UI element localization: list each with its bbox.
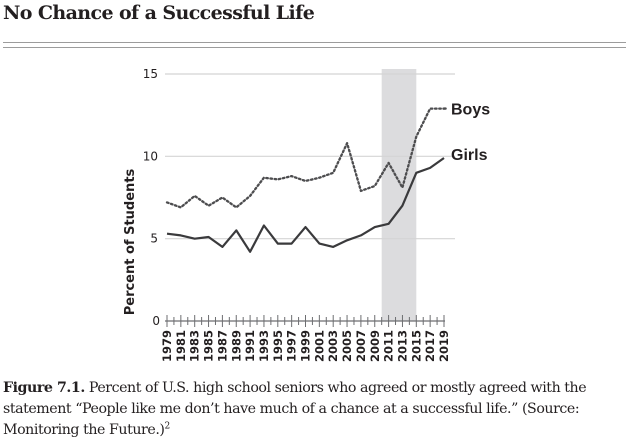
series-line-girls bbox=[166, 157, 445, 253]
y-axis-title: Percent of Students bbox=[123, 168, 138, 315]
x-tick-label: 2019 bbox=[437, 330, 451, 362]
x-tick-label: 1995 bbox=[271, 330, 285, 362]
x-tick-label: 1989 bbox=[229, 330, 243, 362]
x-tick-label: 2003 bbox=[326, 330, 340, 362]
y-tick-label: 0 bbox=[152, 314, 160, 328]
x-tick-label: 1999 bbox=[299, 330, 313, 362]
x-tick-label: 2005 bbox=[340, 330, 354, 362]
y-tick-label: 5 bbox=[150, 232, 158, 246]
title-divider-top bbox=[3, 42, 626, 43]
y-tick-label: 10 bbox=[143, 149, 158, 163]
x-tick-label: 1979 bbox=[160, 330, 174, 362]
x-tick-label: 2007 bbox=[354, 330, 368, 362]
series-label-girls: Girls bbox=[451, 147, 488, 164]
x-tick-label: 1987 bbox=[215, 330, 229, 362]
figure-caption: Figure 7.1. Percent of U.S. high school … bbox=[3, 378, 628, 441]
series-label-boys: Boys bbox=[451, 102, 490, 119]
x-tick-label: 2001 bbox=[312, 330, 326, 362]
page-title: No Chance of a Successful Life bbox=[3, 2, 315, 24]
x-tick-label: 1991 bbox=[243, 330, 257, 362]
x-tick-label: 1997 bbox=[285, 330, 299, 362]
x-tick-label: 2017 bbox=[423, 330, 437, 362]
series-line-boys bbox=[165, 107, 446, 209]
footnote-marker: 2 bbox=[164, 421, 170, 432]
y-tick-label: 15 bbox=[143, 67, 158, 81]
x-tick-label: 1983 bbox=[188, 330, 202, 362]
x-tick-label: 1981 bbox=[174, 330, 188, 362]
x-tick-label: 1993 bbox=[257, 330, 271, 362]
title-divider-bottom bbox=[3, 47, 626, 48]
x-tick-label: 2013 bbox=[395, 330, 409, 362]
x-tick-label: 1985 bbox=[202, 330, 216, 362]
x-tick-label: 2015 bbox=[409, 330, 423, 362]
x-tick-label: 2009 bbox=[368, 330, 382, 362]
caption-text: Percent of U.S. high school seniors who … bbox=[3, 380, 587, 438]
highlight-region bbox=[381, 69, 417, 321]
figure-label: Figure 7.1. bbox=[3, 380, 85, 396]
x-tick-label: 2011 bbox=[382, 330, 396, 362]
